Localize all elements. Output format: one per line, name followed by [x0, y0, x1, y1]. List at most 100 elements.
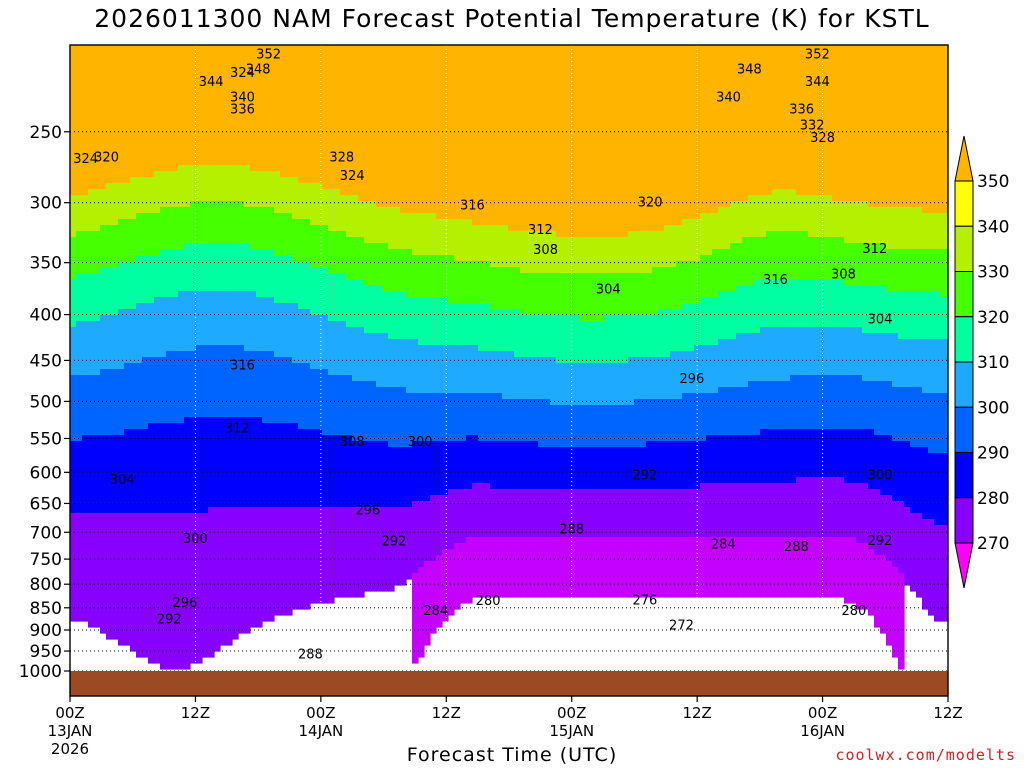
field-cell	[172, 249, 179, 298]
field-cell	[160, 357, 167, 424]
x-tick-year: 2026	[51, 740, 89, 758]
field-cell	[532, 273, 539, 316]
x-axis-label: Forecast Time (UTC)	[406, 744, 618, 766]
field-cell	[424, 213, 431, 256]
credit-link[interactable]: coolwx.com/modelts	[835, 746, 1016, 764]
field-cell	[796, 429, 803, 478]
field-cell	[742, 201, 749, 238]
field-cell	[880, 45, 887, 208]
field-cell	[844, 45, 851, 202]
field-cell	[850, 201, 857, 244]
field-cell	[448, 345, 455, 394]
field-cell	[616, 405, 623, 448]
colorbar-label: 310	[977, 353, 1009, 373]
field-cell	[862, 45, 869, 202]
field-cell	[664, 225, 671, 268]
field-cell	[406, 297, 413, 340]
field-cell	[268, 45, 275, 172]
field-cell	[880, 435, 887, 496]
field-cell	[166, 249, 173, 298]
field-cell	[634, 399, 641, 448]
y-tick-label: 350	[30, 254, 62, 274]
field-cell	[616, 489, 623, 538]
field-cell	[748, 237, 755, 286]
field-cell	[328, 231, 335, 274]
field-cell	[946, 45, 948, 214]
field-cell	[394, 339, 401, 388]
field-cell	[934, 291, 941, 340]
field-cell	[484, 303, 491, 352]
field-cell	[352, 237, 359, 280]
field-cell	[586, 45, 593, 238]
field-cell	[514, 231, 521, 268]
field-cell	[412, 45, 419, 214]
field-cell	[478, 45, 485, 226]
field-cell	[544, 231, 551, 274]
field-cell	[802, 231, 809, 280]
field-cell	[634, 447, 641, 490]
field-cell	[808, 45, 815, 196]
field-cell	[610, 537, 617, 598]
field-cell	[418, 441, 425, 502]
field-cell	[916, 339, 923, 388]
field-cell	[304, 45, 311, 184]
field-cell	[634, 315, 641, 358]
field-cell	[814, 375, 821, 430]
field-cell	[370, 333, 377, 382]
field-cell	[700, 345, 707, 394]
field-cell	[808, 237, 815, 280]
field-cell	[178, 513, 185, 670]
contour-label: 308	[533, 243, 558, 258]
field-cell	[664, 309, 671, 358]
field-cell	[832, 477, 839, 538]
field-cell	[490, 489, 497, 538]
field-cell	[268, 171, 275, 208]
field-cell	[424, 255, 431, 298]
field-cell	[256, 297, 263, 352]
field-cell	[880, 243, 887, 286]
field-cell	[802, 279, 809, 328]
field-cell	[538, 537, 545, 598]
field-cell	[418, 297, 425, 346]
field-cell	[868, 333, 875, 382]
field-cell	[100, 225, 107, 268]
field-cell	[916, 249, 923, 292]
field-cell	[334, 435, 341, 508]
y-tick-label: 900	[30, 621, 62, 641]
field-cell	[736, 243, 743, 286]
field-cell	[406, 447, 413, 508]
field-cell	[910, 207, 917, 250]
field-cell	[94, 375, 101, 436]
field-cell	[550, 45, 557, 232]
field-cell	[808, 279, 815, 328]
field-cell	[256, 249, 263, 298]
x-tick-date: 16JAN	[800, 722, 845, 740]
field-cell	[778, 45, 785, 190]
field-cell	[874, 243, 881, 286]
field-cell	[478, 537, 485, 598]
colorbar-label: 280	[977, 489, 1009, 509]
field-cell	[442, 549, 449, 622]
field-cell	[616, 363, 623, 406]
field-cell	[88, 273, 95, 322]
field-cell	[82, 375, 89, 436]
field-cell	[568, 447, 575, 490]
field-cell	[418, 345, 425, 394]
field-cell	[280, 45, 287, 178]
field-cell	[442, 495, 449, 550]
field-cell	[838, 477, 845, 538]
contour-label: 312	[225, 421, 250, 436]
field-cell	[214, 291, 221, 346]
field-cell	[88, 231, 95, 274]
field-cell	[838, 45, 845, 202]
field-cell	[430, 393, 437, 442]
field-cell	[796, 231, 803, 280]
field-cell	[808, 477, 815, 538]
field-cell	[160, 45, 167, 172]
field-cell	[886, 435, 893, 496]
field-cell	[928, 45, 935, 214]
field-cell	[754, 483, 761, 538]
field-cell	[760, 195, 767, 238]
field-cell	[322, 369, 329, 436]
field-cell	[418, 255, 425, 298]
